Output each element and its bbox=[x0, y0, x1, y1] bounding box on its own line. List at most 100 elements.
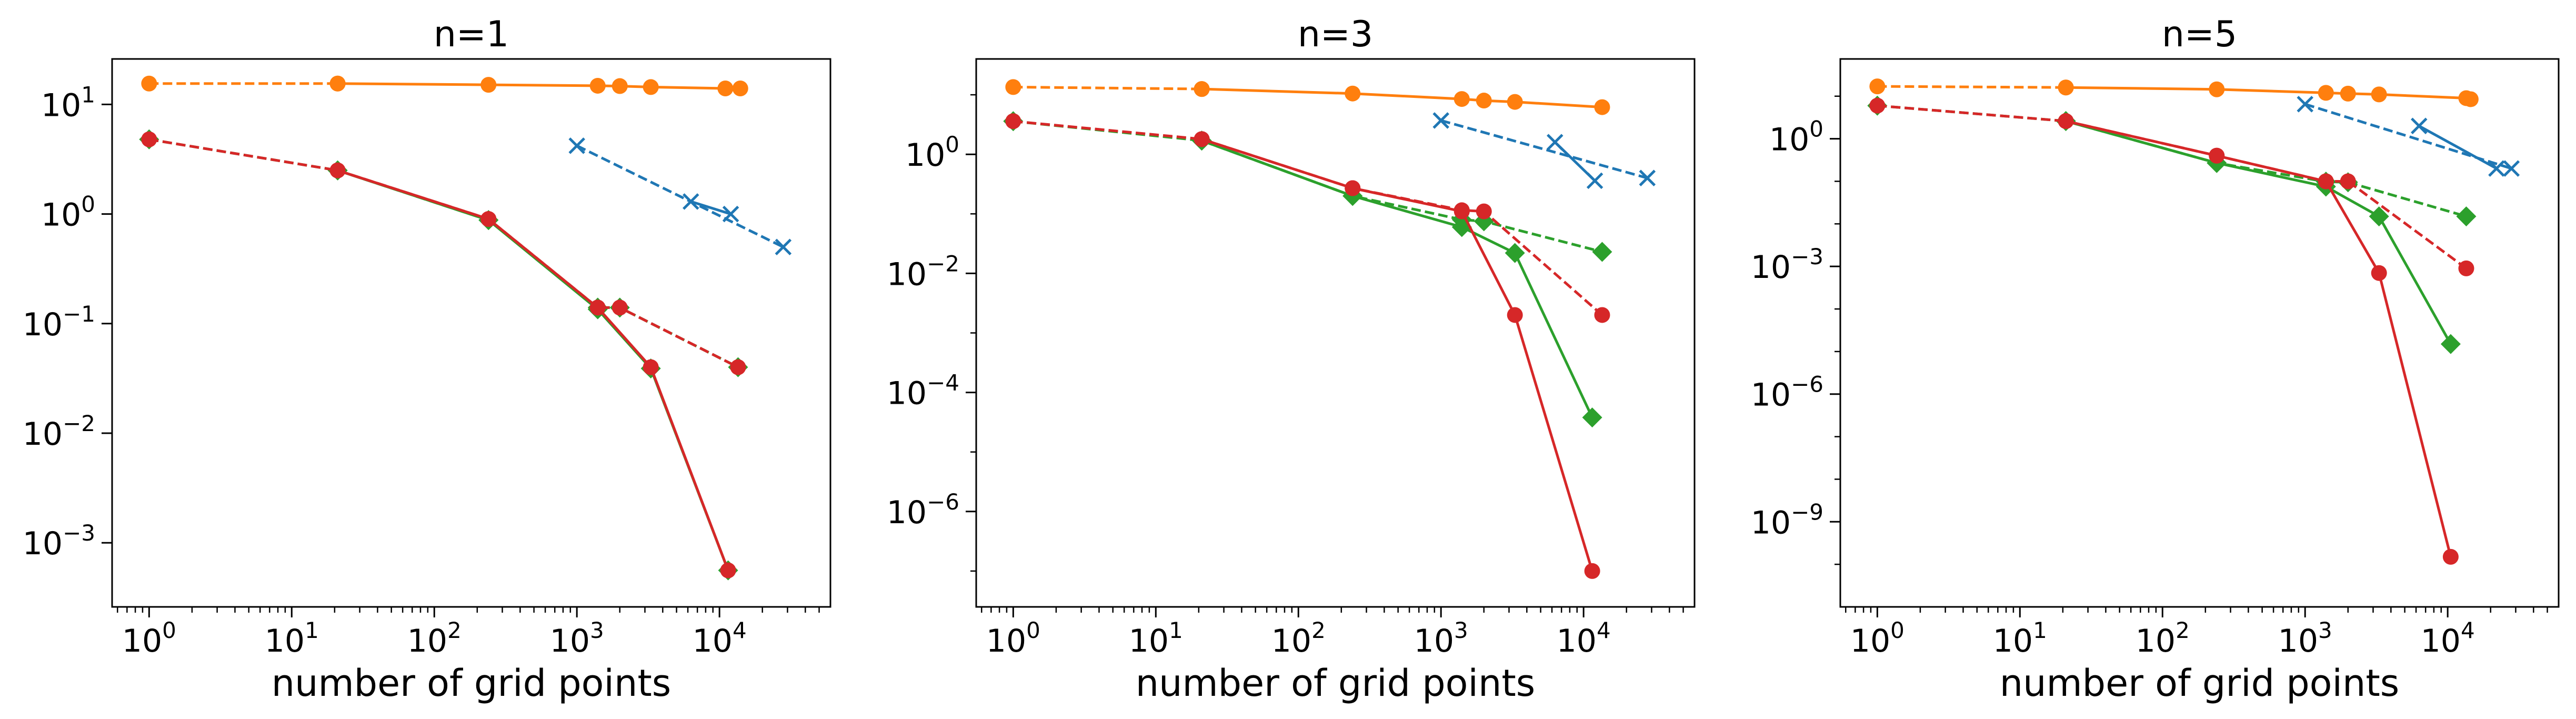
x-tick-label-base: 10 bbox=[1414, 623, 1454, 660]
data-point-circle bbox=[1507, 94, 1523, 110]
data-point-cross bbox=[1547, 134, 1563, 151]
data-point-circle bbox=[141, 131, 157, 147]
y-tick-label-base: 10 bbox=[905, 137, 945, 174]
data-point-circle bbox=[1869, 78, 1886, 95]
y-tick-label-exponent: −6 bbox=[927, 489, 959, 515]
data-point-circle bbox=[1476, 203, 1492, 219]
y-tick-label-base: 10 bbox=[1751, 377, 1791, 414]
x-tick-label-base: 10 bbox=[265, 623, 305, 660]
data-point-cross bbox=[2503, 160, 2520, 177]
data-point-diamond bbox=[2456, 206, 2477, 227]
x-tick-label-base: 10 bbox=[1850, 623, 1890, 660]
axes-frame bbox=[975, 58, 1696, 608]
y-tick-label: 100 bbox=[41, 192, 95, 234]
data-point-circle bbox=[2458, 260, 2474, 276]
y-tick-label: 10−3 bbox=[1751, 244, 1823, 286]
series-line-red-dashed bbox=[1013, 119, 1603, 316]
y-tick-label: 10−9 bbox=[1751, 499, 1823, 541]
data-point-diamond bbox=[2369, 206, 2389, 227]
series-line-green-solid bbox=[2065, 119, 2452, 345]
x-tick-label-exponent: 4 bbox=[2461, 617, 2475, 643]
data-point-circle bbox=[1194, 131, 1210, 147]
data-point-cross bbox=[1586, 172, 1603, 189]
series-line-blue-dashed bbox=[576, 144, 784, 248]
x-tick-label: 101 bbox=[1129, 617, 1183, 660]
y-tick-label-base: 10 bbox=[23, 306, 63, 343]
data-point-cross bbox=[2297, 96, 2313, 113]
y-tick-label: 10−3 bbox=[23, 520, 95, 562]
y-tick-label-base: 10 bbox=[887, 256, 927, 293]
plot-area bbox=[1003, 79, 1656, 579]
x-tick-label-base: 10 bbox=[122, 623, 162, 660]
data-point-circle bbox=[2318, 85, 2334, 101]
data-point-circle bbox=[141, 75, 157, 92]
y-tick-label-exponent: −6 bbox=[1791, 372, 1823, 397]
x-tick-label: 100 bbox=[1850, 617, 1905, 660]
y-tick-label-exponent: −2 bbox=[63, 411, 95, 436]
series-line-orange-dashed bbox=[1013, 85, 1202, 91]
series-line-orange-solid bbox=[337, 82, 740, 90]
x-tick-label: 101 bbox=[265, 617, 319, 660]
data-point-diamond bbox=[1505, 243, 1525, 263]
data-point-circle bbox=[2340, 173, 2356, 189]
y-tick-label-exponent: 0 bbox=[1809, 116, 1823, 142]
data-point-circle bbox=[612, 78, 628, 94]
x-axis-label: number of grid points bbox=[2000, 662, 2400, 705]
x-tick-label: 102 bbox=[407, 617, 462, 660]
data-point-circle bbox=[2340, 85, 2356, 102]
data-point-circle bbox=[2318, 173, 2334, 189]
y-tick-label-base: 10 bbox=[1769, 122, 1809, 158]
x-tick-label-exponent: 3 bbox=[590, 617, 604, 643]
series-line-green-dashed bbox=[1877, 104, 2467, 218]
series-line-blue-dashed bbox=[1440, 119, 1648, 179]
x-tick-label-base: 10 bbox=[550, 623, 590, 660]
data-point-circle bbox=[480, 77, 497, 93]
y-tick-label-base: 10 bbox=[887, 494, 927, 531]
data-point-circle bbox=[1869, 97, 1886, 114]
data-point-circle bbox=[1476, 93, 1492, 109]
data-point-circle bbox=[1005, 79, 1021, 95]
series-line-orange-solid bbox=[1201, 87, 1602, 109]
x-tick-label: 101 bbox=[1993, 617, 2047, 660]
series-line-blue-solid bbox=[2418, 125, 2498, 170]
data-point-circle bbox=[1594, 307, 1610, 323]
series-line-blue-solid bbox=[690, 200, 731, 215]
x-tick-label: 104 bbox=[1557, 617, 1611, 660]
data-point-circle bbox=[329, 75, 346, 92]
y-tick-label: 100 bbox=[1769, 116, 1823, 158]
x-tick-label-exponent: 2 bbox=[2176, 617, 2190, 643]
data-point-circle bbox=[2209, 81, 2225, 97]
y-tick-label-exponent: −3 bbox=[63, 520, 95, 546]
x-tick-label-exponent: 1 bbox=[2033, 617, 2047, 643]
x-tick-label-exponent: 0 bbox=[1026, 617, 1040, 643]
series-line-red-solid bbox=[1201, 137, 1593, 572]
axes-frame bbox=[111, 58, 831, 608]
data-point-circle bbox=[1594, 99, 1610, 115]
x-tick-label-base: 10 bbox=[2278, 623, 2318, 660]
data-point-circle bbox=[2371, 265, 2387, 281]
y-tick-label-base: 10 bbox=[887, 375, 927, 412]
x-tick-label-exponent: 3 bbox=[1454, 617, 1468, 643]
x-tick-label-base: 10 bbox=[2421, 623, 2461, 660]
data-point-circle bbox=[643, 79, 659, 95]
y-tick-label-base: 10 bbox=[1751, 249, 1791, 286]
y-tick-label-base: 10 bbox=[41, 87, 81, 124]
chart-title: n=1 bbox=[434, 14, 509, 55]
y-tick-label: 10−6 bbox=[1751, 372, 1823, 414]
data-point-circle bbox=[1454, 91, 1470, 107]
x-tick-label-exponent: 0 bbox=[162, 617, 176, 643]
plot-area bbox=[139, 75, 792, 581]
data-point-diamond bbox=[2440, 334, 2461, 354]
data-point-circle bbox=[1194, 81, 1210, 97]
data-point-circle bbox=[1345, 85, 1361, 102]
data-point-circle bbox=[480, 211, 497, 227]
y-tick-label: 10−2 bbox=[887, 251, 959, 293]
y-tick-label: 10−6 bbox=[887, 489, 959, 531]
data-point-cross bbox=[1432, 112, 1449, 129]
series-line-red-solid bbox=[2066, 119, 2452, 557]
x-tick-label-exponent: 4 bbox=[733, 617, 747, 643]
x-tick-label: 100 bbox=[122, 617, 176, 660]
data-point-circle bbox=[1584, 563, 1600, 579]
